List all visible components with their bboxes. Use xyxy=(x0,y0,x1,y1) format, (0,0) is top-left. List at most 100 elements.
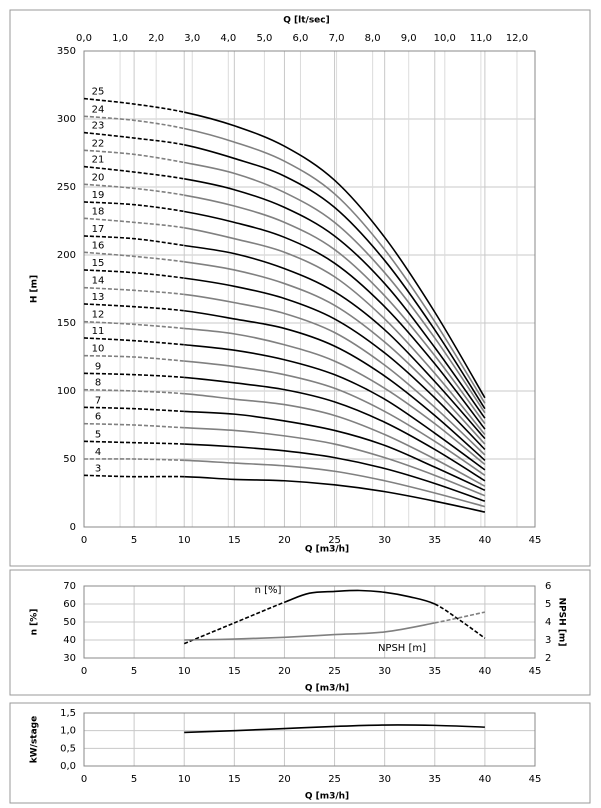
panel-frame xyxy=(9,702,591,804)
series-line xyxy=(184,261,486,445)
series-label: 9 xyxy=(95,361,101,372)
series-line xyxy=(184,343,486,471)
x-tick-label: 30 xyxy=(378,774,391,785)
series-line xyxy=(83,422,185,429)
series-line xyxy=(83,251,185,263)
series-line xyxy=(184,309,486,461)
series-label: 5 xyxy=(95,429,101,440)
series-line xyxy=(83,269,185,279)
y2-tick-label: 6 xyxy=(545,581,551,592)
series-label: 25 xyxy=(92,87,105,98)
series-line xyxy=(83,337,185,346)
x2-tick-label: 1,0 xyxy=(112,33,128,44)
y-tick-label: 30 xyxy=(63,653,76,664)
y-tick-label: 200 xyxy=(57,250,76,261)
x-tick-label: 10 xyxy=(178,666,191,677)
series-line xyxy=(83,320,185,330)
x-tick-label: 15 xyxy=(228,666,241,677)
x2-axis-label: Q [lt/sec] xyxy=(283,16,329,26)
x-axis-label: Q [m3/h] xyxy=(305,545,349,555)
x-tick-label: 10 xyxy=(178,774,191,785)
series-line xyxy=(83,440,185,445)
series-label: 12 xyxy=(92,310,105,321)
x-tick-label: 45 xyxy=(529,535,542,546)
panel-frame xyxy=(9,9,591,567)
series-line xyxy=(184,622,435,641)
series-label: 10 xyxy=(92,344,105,355)
panel-frame xyxy=(9,569,591,696)
series-line xyxy=(83,354,185,362)
plot-frame xyxy=(83,50,536,528)
series-line xyxy=(83,474,185,478)
series-label: 23 xyxy=(92,121,105,132)
series-line xyxy=(184,392,486,487)
x2-tick-label: 3,0 xyxy=(184,33,200,44)
y-axis-label: n [%] xyxy=(30,609,40,636)
x-tick-label: 30 xyxy=(378,666,391,677)
series-line xyxy=(83,388,185,395)
series-label: 13 xyxy=(92,292,105,303)
y2-tick-label: 5 xyxy=(545,599,551,610)
series-label: n [%] xyxy=(255,585,282,596)
series-line xyxy=(184,144,486,410)
y-axis-label: kW/stage xyxy=(30,716,40,763)
series-line xyxy=(434,611,486,624)
series-label: 6 xyxy=(95,412,101,423)
series-line xyxy=(184,161,486,414)
plot-frame xyxy=(83,585,536,659)
series-line xyxy=(184,410,486,492)
y-tick-label: 150 xyxy=(57,318,76,329)
series-label: 16 xyxy=(92,240,105,251)
x2-tick-label: 10,0 xyxy=(434,33,456,44)
y-axis-label: H [m] xyxy=(30,275,40,303)
series-label: 8 xyxy=(95,378,101,389)
series-line xyxy=(83,183,185,196)
series-label: 4 xyxy=(95,447,101,458)
x-tick-label: 0 xyxy=(81,774,87,785)
series-line xyxy=(184,178,486,419)
x2-tick-label: 4,0 xyxy=(220,33,236,44)
series-line xyxy=(184,443,486,502)
series-line xyxy=(184,459,486,508)
series-label: 24 xyxy=(92,104,105,115)
x-tick-label: 10 xyxy=(178,535,191,546)
y-tick-label: 0 xyxy=(70,522,76,533)
x-tick-label: 25 xyxy=(328,535,341,546)
x2-tick-label: 2,0 xyxy=(148,33,164,44)
x2-tick-label: 8,0 xyxy=(365,33,381,44)
y2-tick-label: 4 xyxy=(545,617,551,628)
y-tick-label: 40 xyxy=(63,635,76,646)
x-tick-label: 25 xyxy=(328,666,341,677)
series-line xyxy=(184,293,486,456)
series-line xyxy=(184,227,486,436)
series-line xyxy=(83,235,185,247)
series-line xyxy=(184,360,486,476)
series-label: 7 xyxy=(95,395,101,406)
series-label: 20 xyxy=(92,172,105,183)
x2-tick-label: 12,0 xyxy=(506,33,528,44)
x-tick-label: 15 xyxy=(228,535,241,546)
series-line xyxy=(434,603,486,639)
x-tick-label: 30 xyxy=(378,535,391,546)
y-tick-label: 50 xyxy=(63,617,76,628)
series-line xyxy=(83,201,185,213)
x-tick-label: 5 xyxy=(131,666,137,677)
series-line xyxy=(83,286,185,296)
x-tick-label: 45 xyxy=(529,666,542,677)
series-label: 15 xyxy=(92,258,105,269)
series-line xyxy=(83,372,185,379)
series-label: 19 xyxy=(92,190,105,201)
series-label: 11 xyxy=(92,326,105,337)
plot-frame xyxy=(83,712,536,767)
x-tick-label: 40 xyxy=(479,535,492,546)
series-label: 18 xyxy=(92,206,105,217)
x-tick-label: 20 xyxy=(278,535,291,546)
series-line xyxy=(83,97,185,113)
y-tick-label: 70 xyxy=(63,581,76,592)
y-tick-label: 60 xyxy=(63,599,76,610)
x2-tick-label: 9,0 xyxy=(401,33,417,44)
x-tick-label: 45 xyxy=(529,774,542,785)
series-line xyxy=(184,724,485,734)
y2-axis-label: NPSH [m] xyxy=(557,598,567,647)
